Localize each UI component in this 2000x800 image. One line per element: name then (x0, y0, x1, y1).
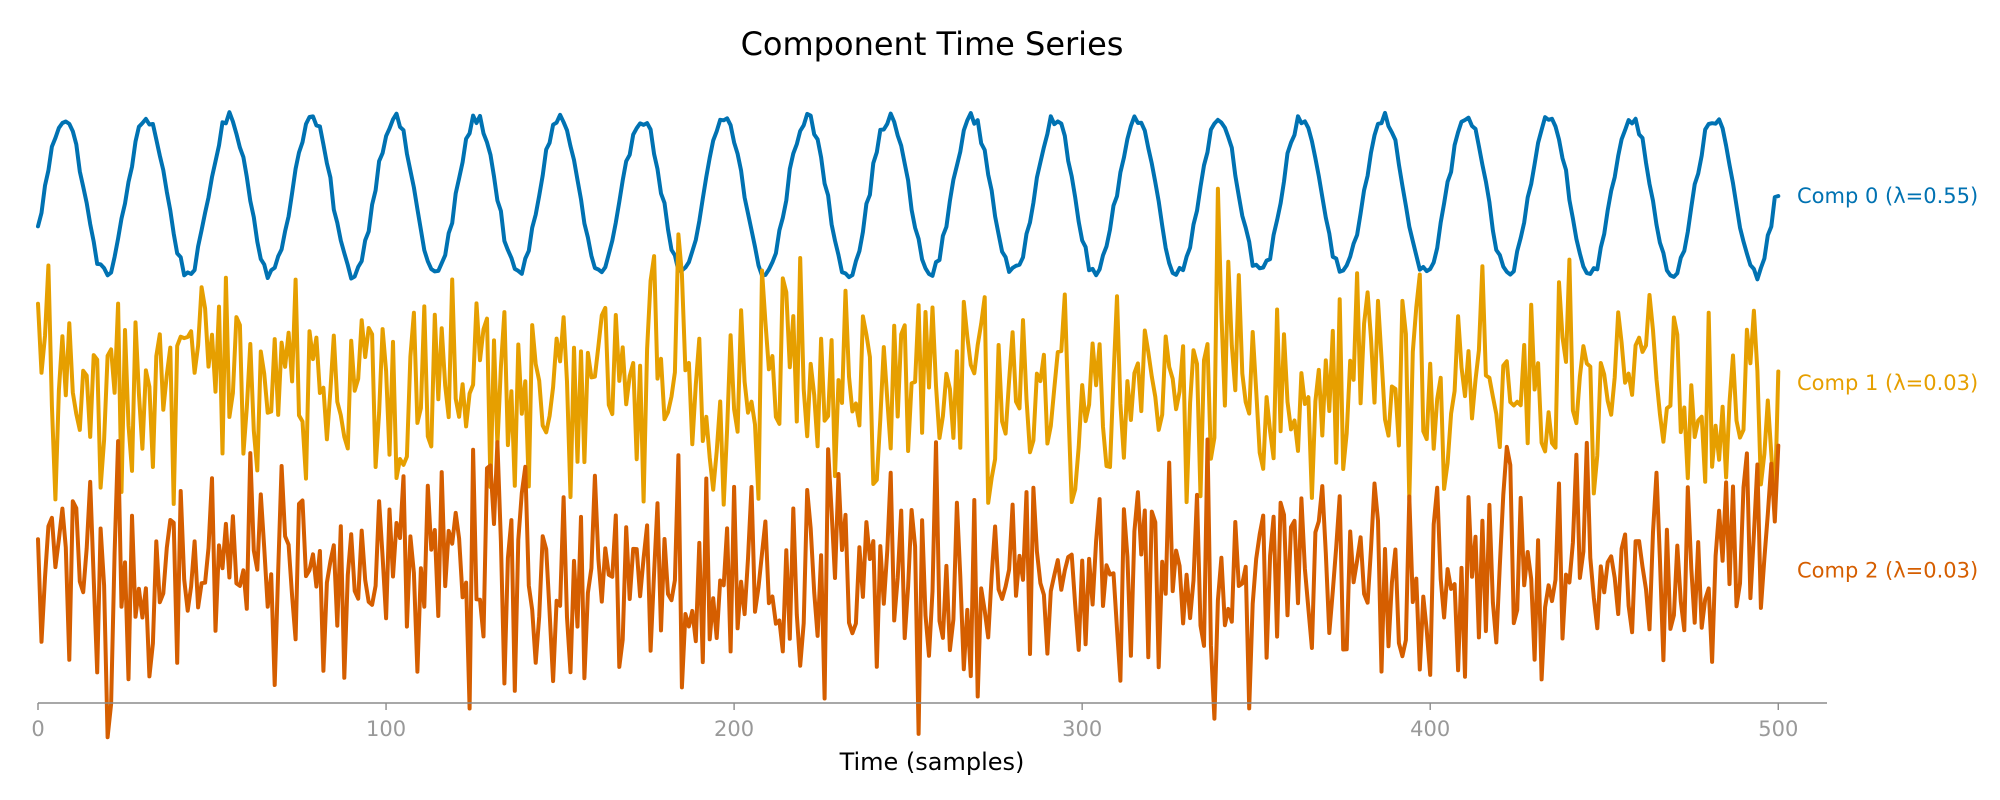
series-layer (36, 110, 1781, 740)
series-label-comp-1: Comp 1 (λ=0.03) (1797, 371, 1978, 395)
series-label-comp-0: Comp 0 (λ=0.55) (1797, 184, 1978, 208)
chart-title: Component Time Series (741, 25, 1124, 63)
x-tick-label: 300 (1062, 717, 1102, 741)
x-axis-label: Time (samples) (839, 748, 1025, 776)
series-line-comp-2 (36, 437, 1781, 740)
x-tick-label: 500 (1758, 717, 1798, 741)
series-labels: Comp 0 (λ=0.55) Comp 1 (λ=0.03) Comp 2 (λ=… (1797, 184, 1978, 582)
series-label-comp-2: Comp 2 (λ=0.03) (1797, 558, 1978, 582)
series-line-comp-0 (36, 110, 1781, 282)
x-tick-label: 200 (714, 717, 754, 741)
x-axis: 0 100 200 300 400 500 (31, 702, 1827, 741)
x-tick-label: 400 (1410, 717, 1450, 741)
x-tick-label: 0 (31, 717, 44, 741)
series-line-comp-1 (36, 186, 1781, 508)
x-tick-label: 100 (366, 717, 406, 741)
